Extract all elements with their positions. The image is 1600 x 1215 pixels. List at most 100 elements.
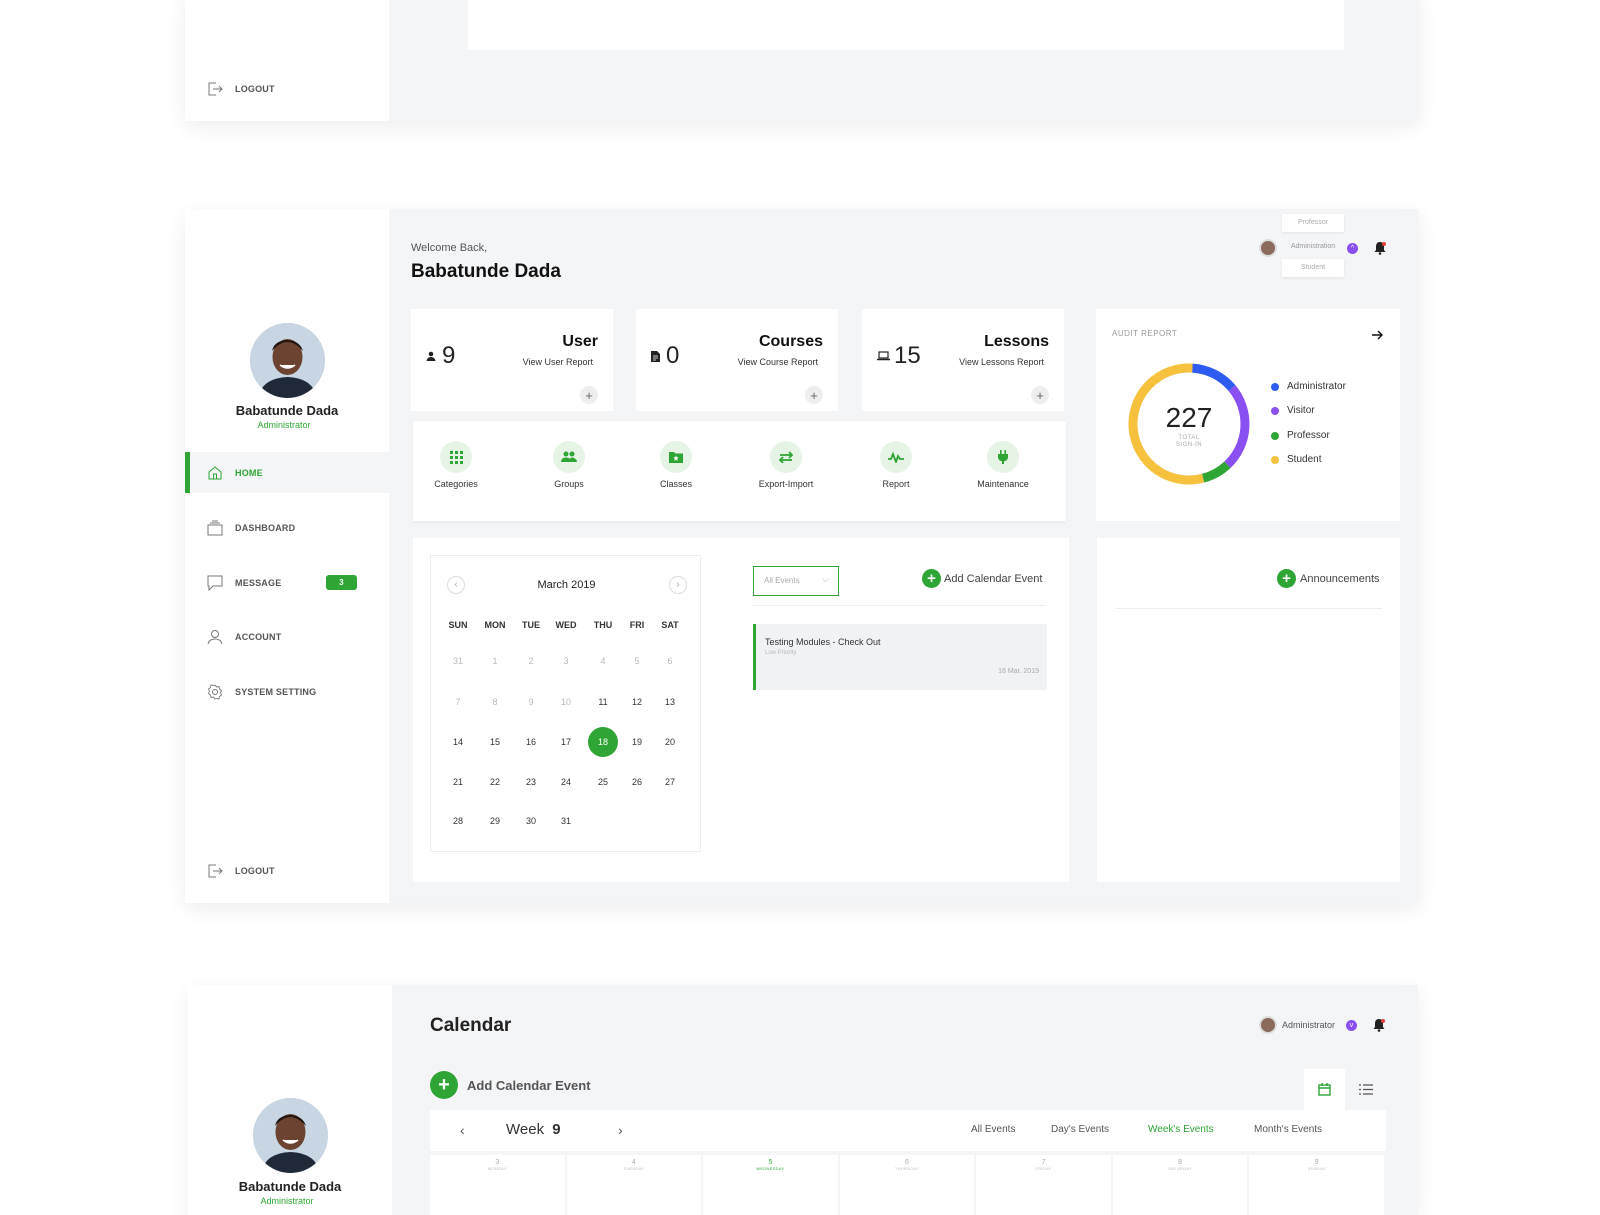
plug-icon <box>998 450 1008 464</box>
sidebar-item-message[interactable]: MESSAGE 3 <box>185 562 389 603</box>
calendar-day[interactable]: 4 <box>600 656 606 666</box>
event-filter-select[interactable]: All Events ⌵ <box>753 566 839 596</box>
calendar-day[interactable]: 20 <box>664 737 675 747</box>
sidebar-user-name: Babatunde Dada <box>235 403 339 418</box>
calendar-day[interactable]: 7 <box>455 697 461 707</box>
header-role[interactable]: Administrator <box>1282 1020 1336 1030</box>
calendar-view-button[interactable] <box>1304 1069 1345 1110</box>
week-day-column[interactable]: 8 SATURDAY <box>1112 1155 1248 1215</box>
calendar-day[interactable]: 19 <box>631 737 642 747</box>
calendar-day-selected[interactable]: 18 <box>588 727 618 757</box>
next-week-button[interactable]: › <box>618 1122 623 1138</box>
calendar-day[interactable]: 16 <box>525 737 536 747</box>
event-filter-value: All Events <box>764 576 800 585</box>
calendar-day[interactable]: 14 <box>452 737 463 747</box>
quick-action-classes[interactable]: Classes <box>636 441 716 489</box>
notification-bell-icon[interactable] <box>1372 1018 1386 1032</box>
week-day-column[interactable]: 3 MONDAY <box>430 1155 565 1215</box>
announcements-button[interactable]: + Announcements <box>1277 569 1380 588</box>
calendar-day[interactable]: 30 <box>525 816 536 826</box>
week-day-column[interactable]: 9 SUNDAY <box>1249 1155 1384 1215</box>
add-button[interactable]: + <box>1031 386 1049 404</box>
quick-action-report[interactable]: Report <box>856 441 936 489</box>
stat-report-link[interactable]: View User Report <box>522 357 593 367</box>
stat-report-link[interactable]: View Lessons Report <box>959 357 1044 367</box>
week-day-number: 6 <box>905 1159 909 1166</box>
logout-button[interactable]: LOGOUT <box>185 850 389 891</box>
calendar-day[interactable]: 11 <box>598 697 608 707</box>
logout-icon <box>208 864 223 877</box>
prev-week-button[interactable]: ‹ <box>460 1122 465 1138</box>
calendar-day[interactable]: 29 <box>489 816 500 826</box>
role-option-administration[interactable]: Administration <box>1282 236 1344 258</box>
sidebar-item-home[interactable]: HOME <box>185 452 389 493</box>
calendar-day[interactable]: 22 <box>489 777 500 787</box>
calendar-day[interactable]: 31 <box>560 816 571 826</box>
notification-bell-icon[interactable] <box>1373 241 1387 255</box>
next-month-button[interactable]: › <box>669 576 687 594</box>
calendar-day[interactable]: 5 <box>634 656 640 666</box>
calendar-day[interactable]: 24 <box>560 777 571 787</box>
sidebar-item-account[interactable]: ACCOUNT <box>185 616 389 657</box>
calendar-day[interactable]: 1 <box>492 656 498 666</box>
list-view-button[interactable] <box>1345 1069 1386 1110</box>
arrow-right-icon[interactable] <box>1371 329 1383 341</box>
week-day-column[interactable]: 5 WEDNESDAY <box>703 1155 838 1215</box>
calendar-day[interactable]: 26 <box>631 777 642 787</box>
calendar-day[interactable]: 2 <box>528 656 534 666</box>
event-item[interactable]: Testing Modules - Check Out Low Priority… <box>753 624 1047 690</box>
header-avatar[interactable] <box>1259 1016 1277 1034</box>
calendar-day[interactable]: 12 <box>631 697 642 707</box>
tab-weeks-events[interactable]: Week's Events <box>1148 1124 1214 1135</box>
calendar-day[interactable]: 6 <box>667 656 673 666</box>
add-calendar-event-button[interactable]: + Add Calendar Event <box>430 1071 591 1099</box>
stat-report-link[interactable]: View Course Report <box>737 357 818 367</box>
sidebar-item-dashboard[interactable]: DASHBOARD <box>185 507 389 548</box>
calendar-day[interactable]: 8 <box>492 697 498 707</box>
calendar-day[interactable]: 15 <box>489 737 500 747</box>
welcome-text: Welcome Back, <box>411 242 488 254</box>
calendar-day[interactable]: 17 <box>560 737 571 747</box>
quick-action-groups[interactable]: Groups <box>529 441 609 489</box>
calendar-day[interactable]: 13 <box>664 697 675 707</box>
role-option-student[interactable]: Student <box>1282 259 1344 277</box>
calendar-day[interactable]: 23 <box>525 777 536 787</box>
top-logout-button[interactable]: LOGOUT <box>185 68 389 109</box>
sidebar-item-system-setting[interactable]: SYSTEM SETTING <box>185 671 389 712</box>
week-day-column[interactable]: 7 FRIDAY <box>976 1155 1111 1215</box>
calendar-day[interactable]: 21 <box>452 777 463 787</box>
header-avatar[interactable] <box>1259 239 1277 257</box>
quick-action-maintenance[interactable]: Maintenance <box>963 441 1043 489</box>
tab-all-events[interactable]: All Events <box>971 1124 1016 1135</box>
calendar-day[interactable]: 31 <box>452 656 463 666</box>
plus-icon: + <box>1036 387 1044 403</box>
stat-card-courses[interactable]: 0 Courses View Course Report + <box>636 309 838 411</box>
role-dropdown-toggle[interactable]: v <box>1346 1020 1357 1031</box>
quick-action-export-import[interactable]: Export-Import <box>746 441 826 489</box>
stat-card-user[interactable]: 9 User View User Report + <box>411 309 613 411</box>
role-dropdown-toggle[interactable]: ^ <box>1347 243 1358 254</box>
calendar-day[interactable]: 28 <box>452 816 463 826</box>
audit-total-label: SIGN-IN <box>1175 442 1203 448</box>
tab-days-events[interactable]: Day's Events <box>1051 1124 1110 1135</box>
calendar-day[interactable]: 10 <box>560 697 571 707</box>
week-day-number: 5 <box>768 1159 773 1166</box>
add-calendar-event-button[interactable]: + Add Calendar Event <box>922 569 1042 588</box>
stat-card-lessons[interactable]: 15 Lessons View Lessons Report + <box>862 309 1064 411</box>
calendar-day[interactable]: 3 <box>563 656 569 666</box>
week-day-name: THURSDAY <box>894 1166 920 1171</box>
weekday-header: SAT <box>661 620 679 630</box>
list-icon <box>1358 1084 1373 1095</box>
quick-action-categories[interactable]: Categories <box>416 441 496 489</box>
week-day-column[interactable]: 6 THURSDAY <box>839 1155 975 1215</box>
add-button[interactable]: + <box>580 386 598 404</box>
tab-months-events[interactable]: Month's Events <box>1254 1124 1323 1135</box>
calendar-day[interactable]: 27 <box>664 777 675 787</box>
role-option-professor[interactable]: Professor <box>1282 214 1344 232</box>
calendar-day[interactable]: 9 <box>528 697 534 707</box>
legend-dot <box>1271 431 1279 440</box>
add-button[interactable]: + <box>805 386 823 404</box>
prev-month-button[interactable]: ‹ <box>447 576 465 594</box>
calendar-day[interactable]: 25 <box>597 777 608 787</box>
week-day-column[interactable]: 4 TUESDAY <box>566 1155 702 1215</box>
